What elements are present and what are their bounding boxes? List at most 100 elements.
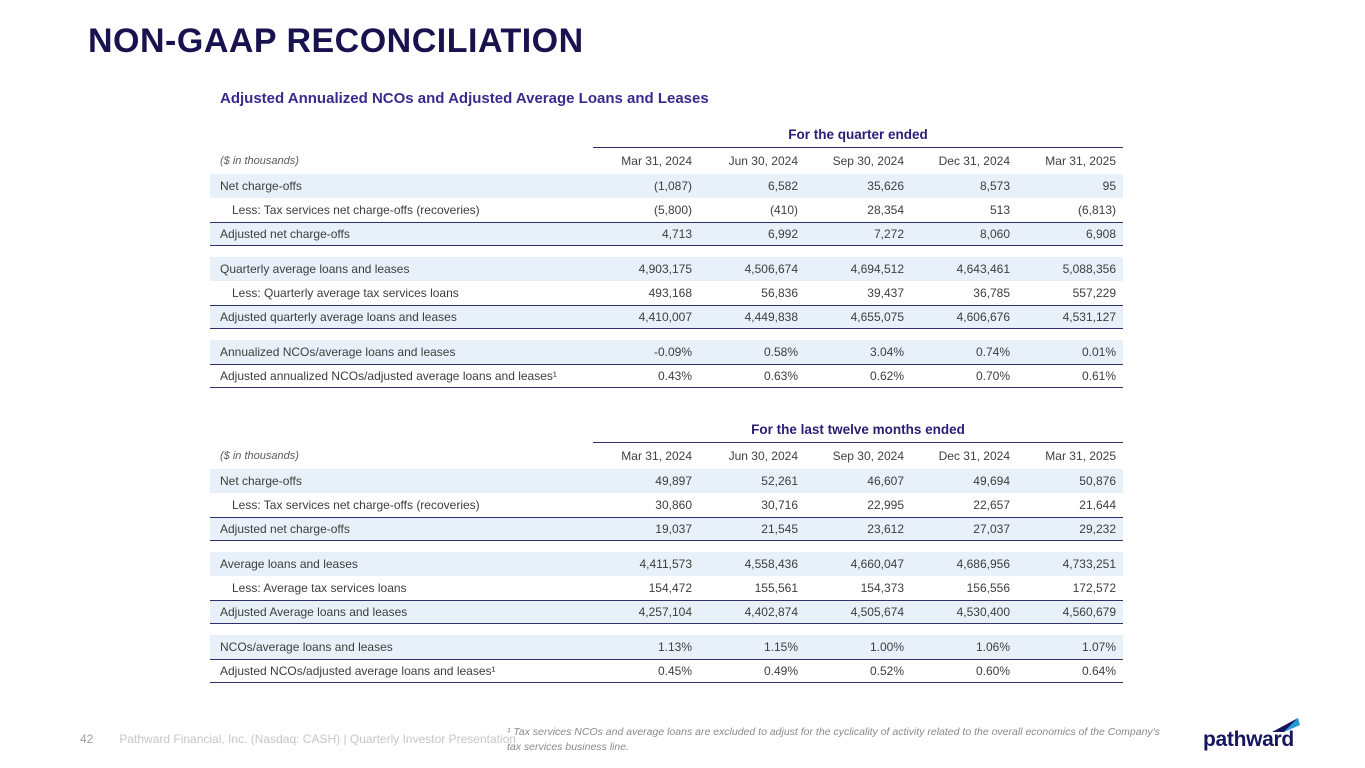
table-row: Adjusted annualized NCOs/adjusted averag…	[210, 364, 1123, 388]
logo-arrow-icon	[1271, 718, 1300, 732]
table-row: Less: Tax services net charge-offs (reco…	[210, 493, 1123, 517]
cell-value: 4,643,461	[956, 262, 1010, 276]
cell-value: 46,607	[867, 474, 904, 488]
cell-value: 4,402,874	[744, 605, 798, 619]
cell-value: 49,897	[655, 474, 692, 488]
cell-value: 39,437	[867, 286, 904, 300]
column-header: Sep 30, 2024	[832, 154, 904, 168]
cell-value: 36,785	[973, 286, 1010, 300]
cell-value: (410)	[769, 203, 798, 217]
row-label: Adjusted net charge-offs	[220, 227, 350, 241]
row-label: Net charge-offs	[220, 179, 302, 193]
cell-value: 154,373	[860, 581, 904, 595]
cell-value: 4,903,175	[638, 262, 692, 276]
row-label: Adjusted Average loans and leases	[220, 605, 408, 619]
row-label: Adjusted annualized NCOs/adjusted averag…	[220, 369, 557, 383]
cell-value: 30,860	[655, 498, 692, 512]
cell-value: 0.58%	[763, 345, 798, 359]
footer-company-line: Pathward Financial, Inc. (Nasdaq: CASH) …	[119, 732, 516, 746]
cell-value: 4,560,679	[1062, 605, 1116, 619]
cell-value: 4,531,127	[1062, 310, 1116, 324]
cell-value: 52,261	[761, 474, 798, 488]
cell-value: 4,506,674	[744, 262, 798, 276]
row-label: Less: Quarterly average tax services loa…	[232, 286, 459, 300]
cell-value: (5,800)	[653, 203, 692, 217]
cell-value: 56,836	[761, 286, 798, 300]
period-header-row: For the last twelve months ended	[210, 422, 1123, 443]
column-header: Mar 31, 2025	[1045, 449, 1116, 463]
cell-value: 172,572	[1072, 581, 1116, 595]
unit-label: ($ in thousands)	[220, 450, 299, 462]
cell-value: 8,573	[979, 179, 1010, 193]
table-row: NCOs/average loans and leases 1.13% 1.15% 1…	[210, 635, 1123, 659]
cell-value: 4,530,400	[956, 605, 1010, 619]
cell-value: 0.60%	[975, 664, 1010, 678]
column-header: Mar 31, 2025	[1045, 154, 1116, 168]
cell-value: 95	[1102, 179, 1116, 193]
period-title: For the last twelve months ended	[593, 422, 1123, 443]
period-spacer	[210, 127, 593, 148]
cell-value: 4,733,251	[1062, 557, 1116, 571]
cell-value: 4,694,512	[850, 262, 904, 276]
column-header-row: ($ in thousands) Mar 31, 2024 Jun 30, 2024…	[210, 443, 1123, 469]
cell-value: 1.07%	[1081, 640, 1116, 654]
cell-value: 27,037	[973, 522, 1010, 536]
row-label: Annualized NCOs/average loans and leases	[220, 345, 456, 359]
cell-value: 7,272	[873, 227, 904, 241]
section-gap	[210, 541, 1123, 552]
cell-value: 8,060	[979, 227, 1010, 241]
cell-value: 557,229	[1072, 286, 1116, 300]
cell-value: 154,472	[648, 581, 692, 595]
cell-value: 4,660,047	[850, 557, 904, 571]
row-label: Adjusted NCOs/adjusted average loans and…	[220, 664, 496, 678]
cell-value: 1.15%	[763, 640, 798, 654]
cell-value: 0.43%	[657, 369, 692, 383]
column-header: Mar 31, 2024	[621, 154, 692, 168]
cell-value: 0.64%	[1081, 664, 1116, 678]
column-header: Sep 30, 2024	[832, 449, 904, 463]
cell-value: 0.70%	[975, 369, 1010, 383]
cell-value: 21,644	[1079, 498, 1116, 512]
cell-value: 0.62%	[869, 369, 904, 383]
cell-value: 0.74%	[975, 345, 1010, 359]
table-row: Less: Tax services net charge-offs (reco…	[210, 198, 1123, 222]
row-label: NCOs/average loans and leases	[220, 640, 393, 654]
cell-value: 513	[989, 203, 1010, 217]
cell-value: 4,558,436	[744, 557, 798, 571]
cell-value: 1.00%	[869, 640, 904, 654]
cell-value: 4,411,573	[639, 557, 693, 571]
row-label: Adjusted net charge-offs	[220, 522, 350, 536]
cell-value: 0.52%	[869, 664, 904, 678]
cell-value: 22,657	[973, 498, 1010, 512]
row-label: Quarterly average loans and leases	[220, 262, 410, 276]
pathward-logo: pathward	[1203, 718, 1300, 752]
cell-value: 0.61%	[1081, 369, 1116, 383]
column-header: Mar 31, 2024	[621, 449, 692, 463]
cell-value: 50,876	[1079, 474, 1116, 488]
cell-value: 4,257,104	[638, 605, 692, 619]
table-row: Net charge-offs 49,897 52,261 46,607 49,694 5…	[210, 469, 1123, 493]
page-title: NON-GAAP RECONCILIATION	[88, 22, 584, 60]
last-twelve-months-table: For the last twelve months ended ($ in th…	[210, 422, 1123, 683]
row-label: Less: Tax services net charge-offs (reco…	[232, 203, 480, 217]
cell-value: (6,813)	[1077, 203, 1116, 217]
cell-value: -0.09%	[653, 345, 692, 359]
cell-value: 4,686,956	[956, 557, 1010, 571]
unit-label: ($ in thousands)	[220, 155, 299, 167]
cell-value: 49,694	[973, 474, 1010, 488]
period-title: For the quarter ended	[593, 127, 1123, 148]
cell-value: 155,561	[754, 581, 798, 595]
cell-value: 19,037	[655, 522, 692, 536]
column-header-row: ($ in thousands) Mar 31, 2024 Jun 30, 2024…	[210, 148, 1123, 174]
page-number: 42	[80, 732, 94, 746]
table-row: Adjusted net charge-offs 19,037 21,545 23,6…	[210, 517, 1123, 541]
cell-value: 22,995	[867, 498, 904, 512]
cell-value: 1.06%	[975, 640, 1010, 654]
cell-value: 4,655,075	[850, 310, 904, 324]
section-gap	[210, 624, 1123, 635]
footnote: ¹ Tax services NCOs and average loans ar…	[507, 726, 1160, 753]
column-header: Dec 31, 2024	[938, 154, 1010, 168]
cell-value: 35,626	[867, 179, 904, 193]
row-label: Adjusted quarterly average loans and lea…	[220, 310, 457, 324]
